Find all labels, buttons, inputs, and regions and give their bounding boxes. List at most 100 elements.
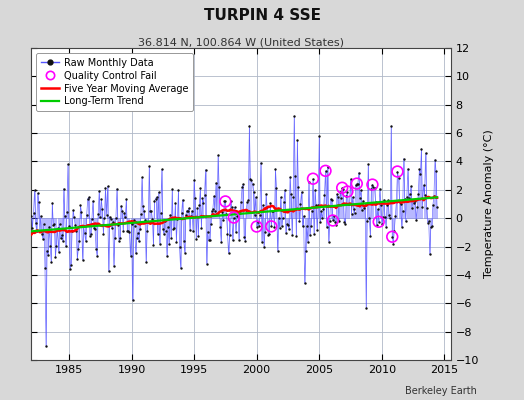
- Point: [99, 230, 107, 237]
- Point: [213, 210, 221, 217]
- Point: [288, 232, 297, 238]
- Point: [312, 202, 320, 208]
- Point: [112, 215, 120, 222]
- Point: [161, 218, 169, 224]
- Point: [201, 166, 210, 173]
- Point: [416, 171, 424, 177]
- Point: [118, 207, 126, 214]
- Point: [313, 227, 321, 234]
- Point: [190, 177, 198, 183]
- Point: [276, 225, 284, 231]
- Point: [191, 194, 199, 201]
- Point: [193, 205, 201, 211]
- Point: [58, 232, 66, 238]
- Point: [337, 194, 345, 201]
- Point: [361, 202, 369, 208]
- Point: [152, 194, 161, 200]
- Point: [264, 232, 272, 238]
- Point: [278, 223, 286, 229]
- Point: [134, 230, 142, 236]
- Point: [354, 180, 362, 187]
- Point: [42, 343, 50, 349]
- Point: [164, 224, 172, 230]
- Point: [110, 263, 118, 269]
- Point: [222, 210, 231, 217]
- Point: [183, 208, 191, 214]
- Point: [82, 212, 91, 218]
- Point: [292, 233, 300, 239]
- Point: [348, 194, 357, 200]
- Point: [29, 210, 38, 216]
- Point: [328, 197, 336, 204]
- Point: [230, 214, 238, 221]
- Point: [221, 198, 230, 205]
- Text: TURPIN 4 SSE: TURPIN 4 SSE: [203, 8, 321, 23]
- Point: [280, 199, 288, 206]
- Point: [268, 208, 277, 214]
- Point: [30, 187, 39, 193]
- Point: [388, 234, 397, 240]
- Point: [378, 221, 386, 227]
- Point: [298, 223, 307, 230]
- Point: [122, 196, 130, 202]
- Point: [97, 196, 105, 203]
- Point: [188, 208, 196, 214]
- Point: [413, 204, 421, 210]
- Point: [48, 200, 57, 206]
- Point: [419, 182, 428, 188]
- Point: [80, 230, 89, 236]
- Point: [250, 212, 259, 218]
- Point: [156, 240, 164, 247]
- Point: [212, 180, 220, 186]
- Point: [345, 201, 354, 208]
- Point: [162, 228, 170, 234]
- Point: [406, 190, 414, 197]
- Point: [31, 220, 40, 226]
- Point: [331, 218, 339, 225]
- Point: [376, 185, 384, 192]
- Point: [86, 230, 95, 237]
- Point: [43, 248, 51, 254]
- Point: [114, 222, 122, 228]
- Point: [338, 184, 346, 191]
- Point: [224, 250, 233, 256]
- Point: [427, 224, 435, 230]
- Point: [320, 192, 329, 198]
- Point: [286, 174, 294, 180]
- Point: [214, 152, 222, 159]
- Point: [144, 218, 152, 225]
- Point: [334, 194, 342, 200]
- Point: [220, 198, 228, 204]
- Point: [359, 198, 367, 204]
- Point: [94, 210, 102, 217]
- Point: [63, 209, 71, 216]
- Point: [62, 243, 70, 250]
- Point: [145, 163, 154, 170]
- Point: [403, 166, 412, 172]
- Point: [77, 202, 85, 208]
- Point: [90, 225, 98, 232]
- Point: [428, 222, 436, 229]
- Point: [394, 168, 402, 175]
- Point: [203, 228, 212, 235]
- Point: [170, 225, 179, 232]
- Point: [293, 137, 301, 143]
- Point: [290, 113, 298, 119]
- Point: [124, 228, 133, 234]
- Point: [287, 191, 296, 197]
- Point: [232, 229, 240, 236]
- Point: [163, 253, 171, 259]
- Point: [424, 218, 433, 224]
- Point: [116, 234, 124, 241]
- Point: [120, 210, 128, 216]
- Point: [415, 166, 423, 172]
- Point: [95, 188, 103, 194]
- Point: [390, 228, 399, 234]
- Point: [343, 188, 352, 195]
- Point: [78, 209, 86, 215]
- Point: [40, 221, 48, 228]
- Point: [260, 244, 268, 250]
- Point: [266, 200, 275, 206]
- Point: [157, 209, 165, 216]
- Point: [39, 236, 47, 242]
